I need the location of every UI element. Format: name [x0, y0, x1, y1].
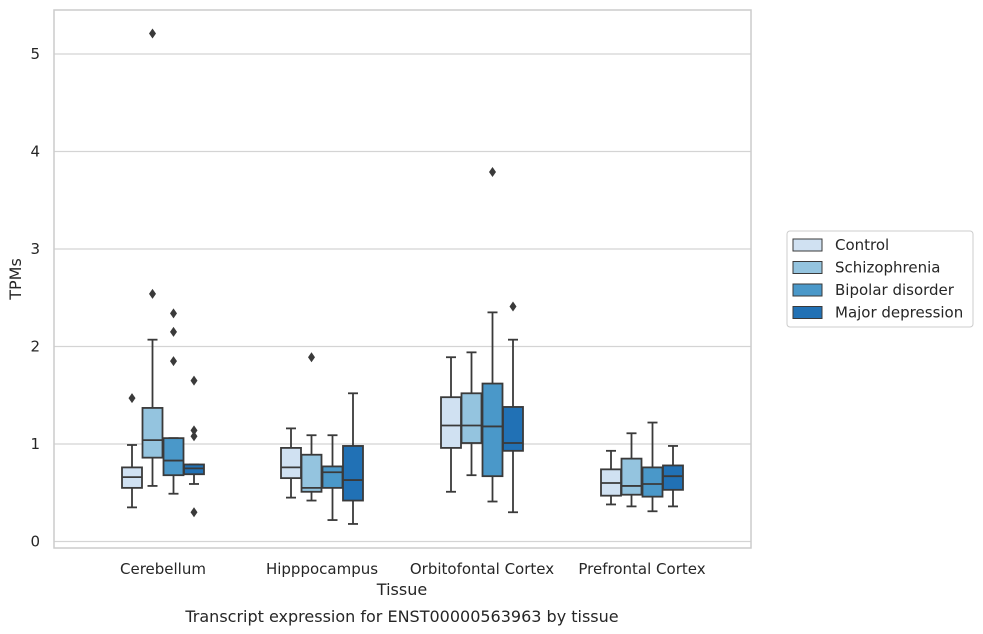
box-iqr: [300, 453, 323, 493]
y-axis-label: TPMs: [6, 258, 25, 301]
box-bipolar-disorder: [641, 421, 664, 513]
outlier-point: [190, 507, 198, 518]
outlier-point: [170, 308, 177, 319]
y-tick-label: 2: [30, 338, 40, 356]
outlier-point: [308, 352, 315, 363]
box-control: [600, 449, 622, 506]
box-control: [121, 393, 143, 509]
y-tick-label: 3: [30, 240, 40, 258]
outlier-point: [190, 425, 198, 436]
y-tick-label: 5: [30, 45, 40, 63]
box-iqr: [321, 465, 344, 489]
box-iqr: [141, 407, 164, 459]
chart-caption: Transcript expression for ENST0000056396…: [184, 607, 618, 626]
legend-swatch: [792, 238, 823, 252]
box-major-depression: [662, 445, 684, 508]
outlier-point: [128, 393, 136, 404]
box-control: [280, 427, 302, 499]
box-iqr: [460, 392, 483, 444]
outlier-point: [190, 431, 198, 442]
outlier-point: [489, 166, 496, 177]
legend: Control Schizophrenia Bipolar disorder Majo…: [786, 230, 974, 328]
box-iqr: [620, 457, 643, 496]
y-tick-label: 4: [30, 143, 40, 161]
box-bipolar-disorder: [481, 166, 504, 503]
outlier-point: [509, 301, 517, 312]
box-iqr: [162, 437, 185, 477]
x-tick-label: Hipppocampus: [266, 560, 378, 578]
legend-label: Control: [835, 236, 889, 254]
legend-swatch: [792, 261, 823, 274]
box-iqr: [641, 466, 664, 498]
y-tick-label: 0: [30, 533, 40, 551]
box-major-depression: [183, 375, 205, 518]
legend-label: Bipolar disorder: [835, 281, 955, 299]
legend-label: Schizophrenia: [835, 259, 940, 277]
legend-swatch: [792, 283, 823, 297]
outlier-point: [170, 326, 177, 337]
box-iqr: [342, 445, 364, 502]
box-major-depression: [342, 392, 364, 525]
outlier-point: [170, 356, 177, 367]
box-schizophrenia: [141, 28, 164, 487]
box-iqr: [481, 382, 504, 478]
x-tick-label: Orbitofontal Cortex: [410, 560, 554, 578]
outlier-point: [149, 288, 156, 299]
y-axis-ticks: 0 1 2 3 4 5: [30, 45, 40, 551]
legend-label: Major depression: [835, 304, 963, 322]
y-tick-label: 1: [30, 435, 40, 453]
x-axis-label: Tissue: [376, 580, 427, 599]
box-schizophrenia: [460, 351, 483, 477]
plot-frame: [53, 9, 752, 549]
legend-frame: [786, 230, 974, 328]
box-bipolar-disorder: [321, 434, 344, 521]
box-plot-area: [121, 28, 684, 525]
box-schizophrenia: [300, 352, 323, 502]
legend-swatch: [792, 306, 823, 319]
box-iqr: [183, 463, 205, 476]
outlier-point: [190, 375, 198, 386]
box-iqr: [502, 406, 524, 452]
x-tick-label: Prefrontal Cortex: [578, 560, 705, 578]
box-iqr: [280, 446, 302, 480]
outlier-point: [149, 28, 156, 39]
box-iqr: [440, 396, 462, 449]
box-major-depression: [502, 301, 524, 514]
box-control: [440, 356, 462, 493]
box-schizophrenia: [620, 432, 643, 508]
box-bipolar-disorder: [162, 308, 185, 495]
x-axis-ticks: Cerebellum Hipppocampus Orbitofontal Corte…: [120, 560, 706, 578]
x-tick-label: Cerebellum: [120, 560, 206, 578]
box-iqr: [662, 464, 684, 491]
